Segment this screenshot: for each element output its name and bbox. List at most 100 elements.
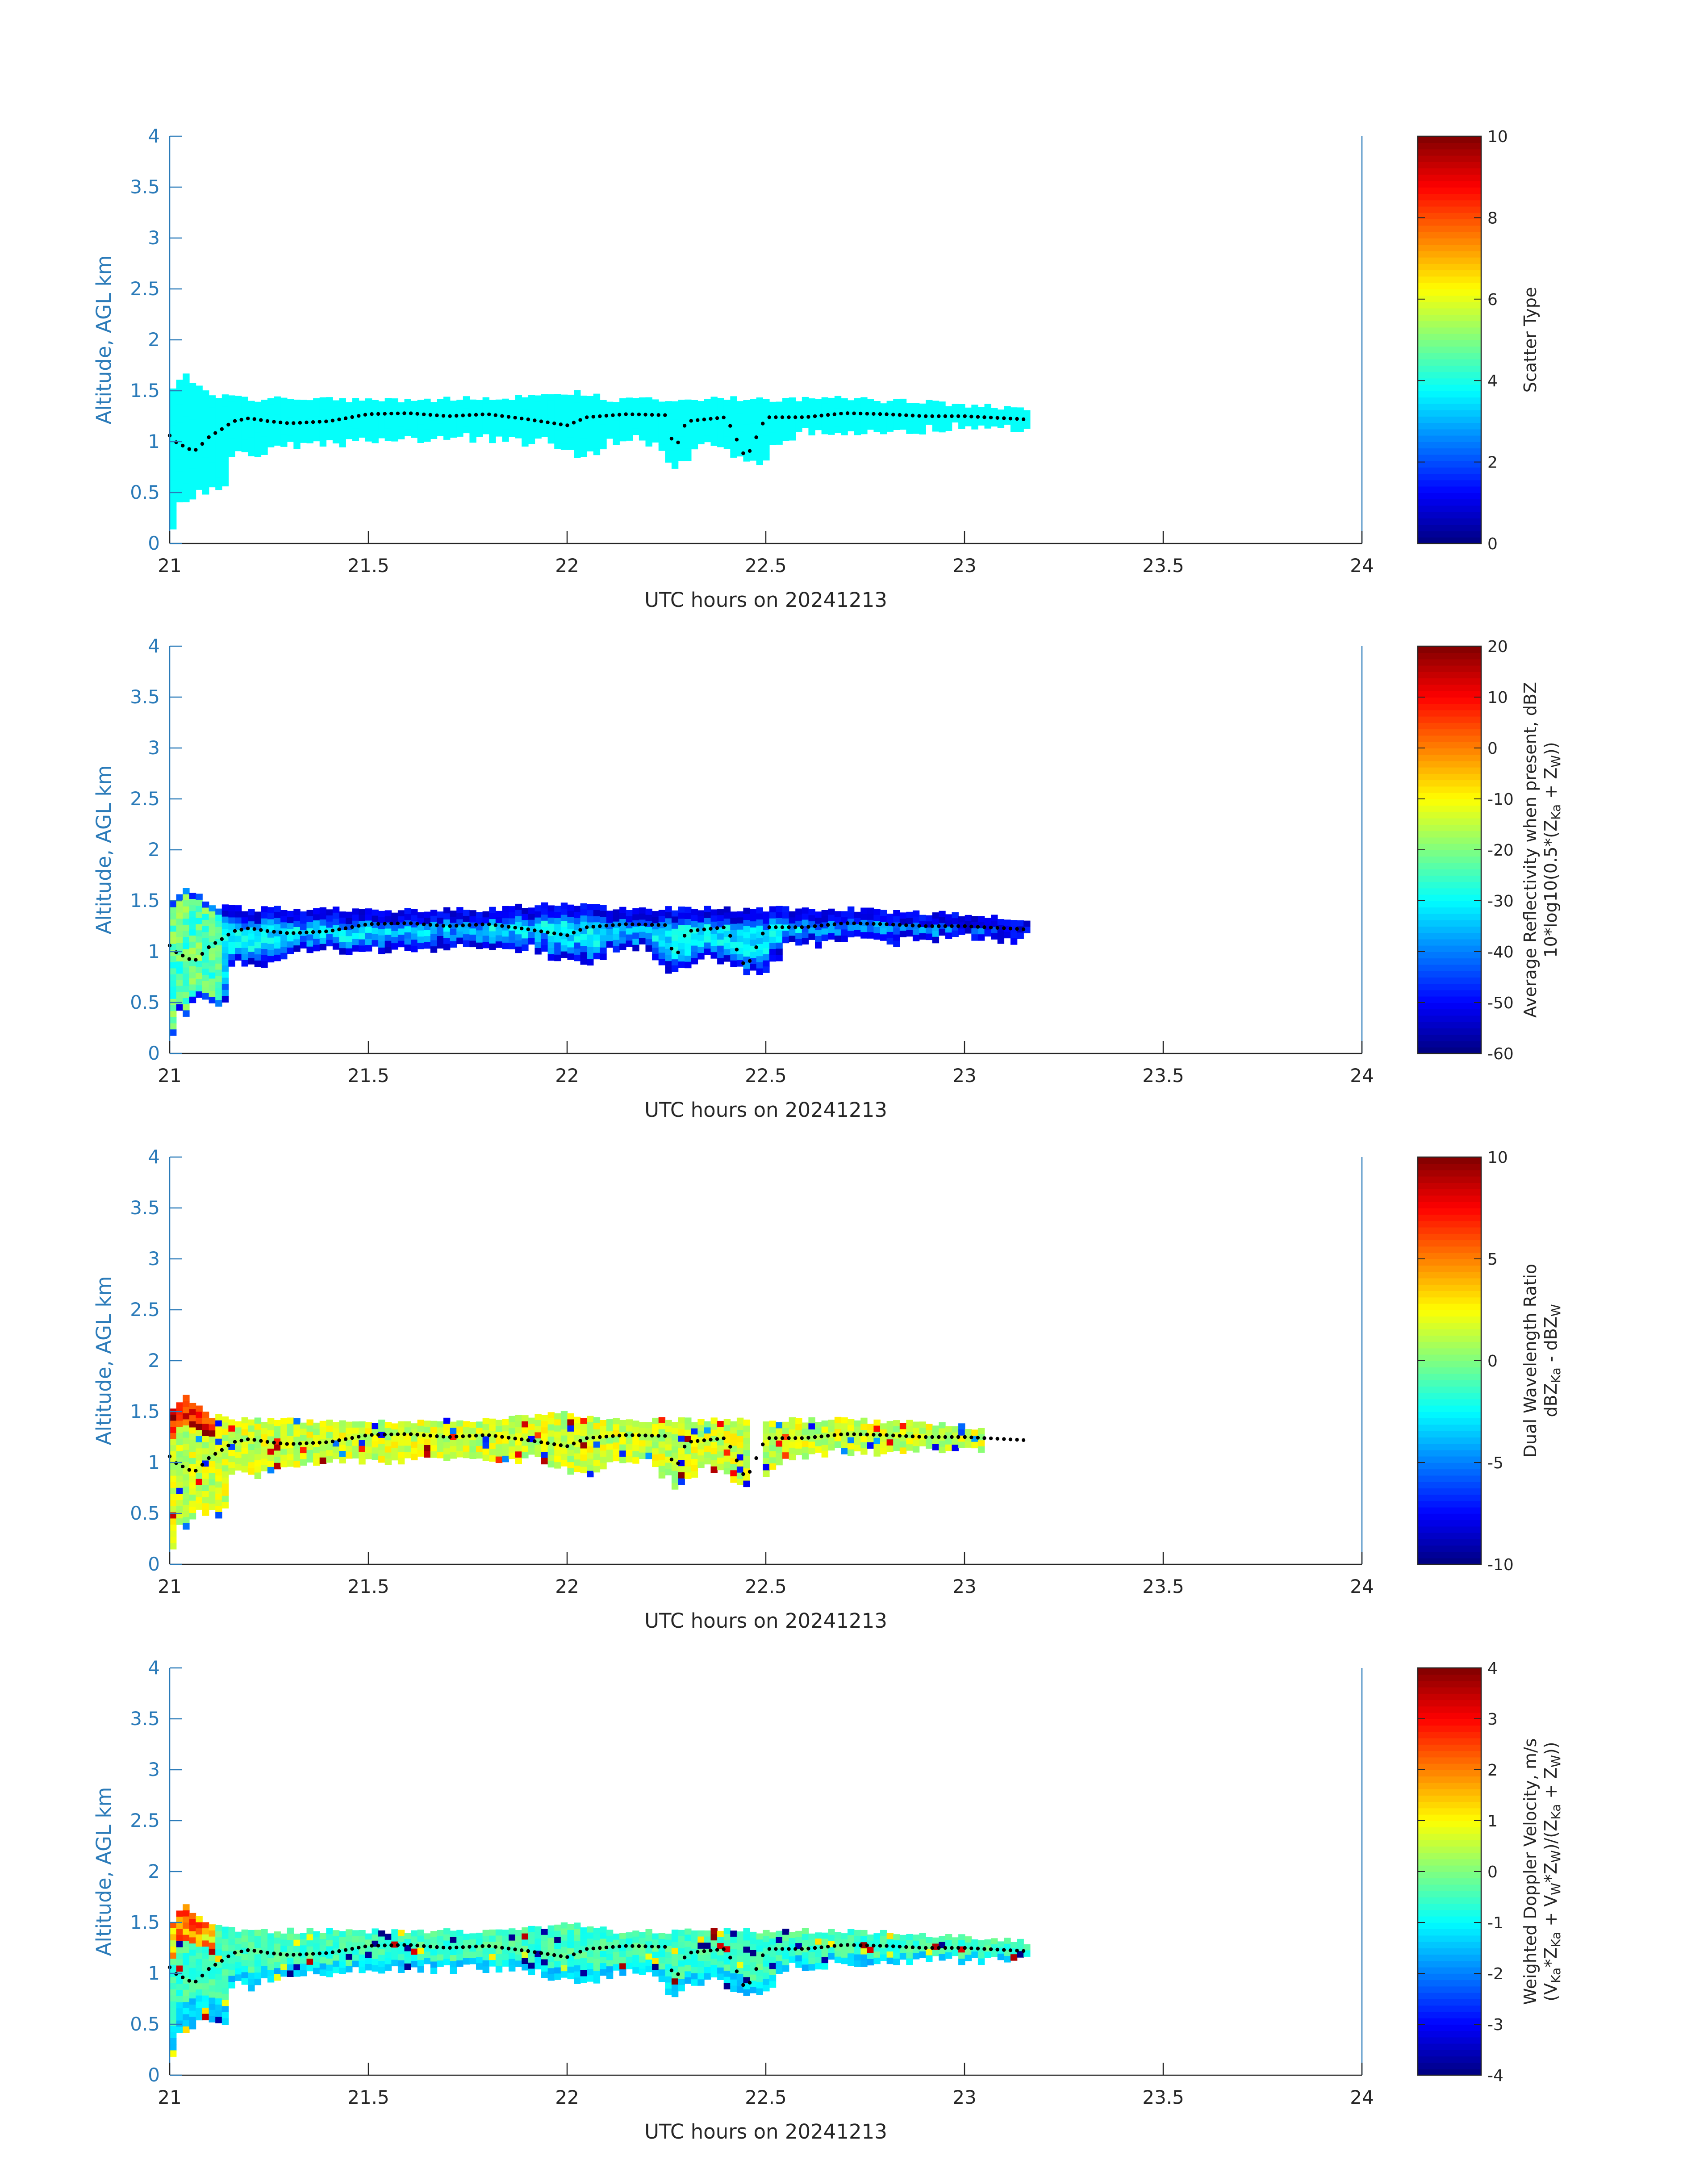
- heatmap-cell: [170, 1512, 177, 1519]
- heatmap-cell: [430, 946, 438, 953]
- heatmap-cell: [176, 459, 183, 466]
- heatmap-cell: [183, 961, 190, 968]
- cloud-base-dot: [578, 418, 582, 422]
- heatmap-cell: [717, 1930, 724, 1938]
- heatmap-cell: [287, 1970, 294, 1977]
- heatmap-cell: [665, 955, 672, 961]
- heatmap-cell: [528, 401, 535, 408]
- cloud-base-dot: [624, 1433, 628, 1437]
- heatmap-cell: [535, 1963, 542, 1970]
- heatmap-cell: [476, 1951, 483, 1958]
- cloud-base-dot: [526, 417, 530, 422]
- heatmap-cell: [261, 1422, 268, 1429]
- heatmap-cell: [274, 409, 281, 415]
- heatmap-cell: [437, 1421, 444, 1428]
- y-tick-label: 0: [148, 1553, 160, 1575]
- heatmap-cell: [346, 918, 353, 924]
- heatmap-cell: [287, 911, 294, 918]
- heatmap-cell: [613, 426, 620, 433]
- heatmap-cell: [228, 1462, 235, 1469]
- heatmap-cell: [736, 1943, 744, 1950]
- cloud-base-dot: [872, 922, 876, 926]
- heatmap-cell: [593, 1959, 601, 1965]
- heatmap-cell: [685, 919, 692, 926]
- heatmap-cell: [587, 1416, 594, 1423]
- heatmap-cell: [176, 447, 183, 454]
- heatmap-cell: [209, 972, 216, 979]
- cloud-base-dot: [428, 1944, 432, 1949]
- heatmap-cell: [632, 1445, 639, 1452]
- heatmap-cell: [221, 443, 229, 450]
- heatmap-cell: [241, 960, 248, 967]
- heatmap-cell: [912, 1953, 920, 1960]
- heatmap-cell: [463, 1439, 470, 1446]
- heatmap-cell: [359, 933, 366, 940]
- heatmap-cell: [248, 915, 255, 922]
- heatmap-cell: [600, 1969, 607, 1976]
- heatmap-cell: [319, 944, 327, 951]
- heatmap-cell: [639, 1428, 646, 1435]
- cloud-base-dot: [428, 923, 432, 927]
- heatmap-cell: [209, 948, 216, 955]
- heatmap-cell: [430, 1421, 438, 1428]
- heatmap-cell: [332, 1955, 340, 1961]
- heatmap-cell: [736, 942, 744, 949]
- cloud-base-dot: [591, 415, 595, 419]
- heatmap-cell: [574, 433, 581, 439]
- heatmap-cell: [209, 1930, 216, 1937]
- heatmap-cell: [717, 428, 724, 435]
- heatmap-cell: [841, 398, 848, 405]
- heatmap-cell: [170, 394, 177, 401]
- cloud-base-dot: [370, 412, 374, 416]
- heatmap-cell: [482, 415, 489, 422]
- heatmap-cell: [977, 1446, 985, 1453]
- heatmap-cell: [710, 1442, 718, 1449]
- heatmap-cell: [313, 404, 320, 411]
- heatmap-cell: [515, 426, 522, 432]
- colorbar-segment: [1418, 1240, 1481, 1247]
- colorbar-segment: [1418, 811, 1481, 819]
- y-tick-label: 4: [148, 635, 160, 657]
- heatmap-cell: [456, 1438, 464, 1446]
- heatmap-cell: [183, 1395, 190, 1402]
- cloud-base-dot: [910, 414, 915, 418]
- heatmap-cell: [397, 1960, 405, 1967]
- cloud-base-dot: [676, 1461, 680, 1465]
- colorbar-segment: [1418, 856, 1481, 863]
- heatmap-cell: [567, 1450, 574, 1457]
- heatmap-cell: [248, 1960, 255, 1967]
- heatmap-cell: [958, 1442, 965, 1448]
- heatmap-cell: [815, 936, 822, 943]
- heatmap-cell: [183, 477, 190, 484]
- colorbar-segment: [1418, 301, 1481, 309]
- heatmap-cell: [196, 471, 203, 478]
- heatmap-cell: [736, 1436, 744, 1443]
- heatmap-cell: [176, 1475, 183, 1482]
- heatmap-cell: [736, 1479, 744, 1485]
- heatmap-cell: [886, 932, 894, 939]
- heatmap-cell: [332, 1942, 340, 1949]
- heatmap-cell: [313, 1459, 320, 1466]
- heatmap-cell: [352, 404, 359, 411]
- heatmap-cell: [821, 415, 828, 422]
- colorbar-label: Weighted Doppler Velocity, m/s: [1520, 1738, 1540, 2005]
- cloud-base-dot: [448, 924, 452, 928]
- heatmap-cell: [704, 1943, 711, 1949]
- heatmap-cell: [691, 933, 698, 940]
- heatmap-cell: [522, 434, 529, 441]
- heatmap-cell: [795, 933, 802, 940]
- heatmap-cell: [710, 1436, 718, 1442]
- heatmap-cell: [202, 464, 209, 470]
- heatmap-cell: [574, 451, 581, 458]
- heatmap-cell: [170, 980, 177, 987]
- heatmap-cell: [710, 940, 718, 947]
- heatmap-cell: [567, 1966, 574, 1973]
- cloud-base-dot: [200, 1973, 205, 1978]
- heatmap-cell: [671, 1935, 679, 1943]
- heatmap-cell: [710, 946, 718, 953]
- cloud-base-dot: [233, 1951, 237, 1955]
- heatmap-cell: [906, 918, 913, 924]
- heatmap-cell: [691, 1930, 698, 1937]
- heatmap-cell: [697, 1979, 705, 1986]
- heatmap-cell: [808, 927, 815, 934]
